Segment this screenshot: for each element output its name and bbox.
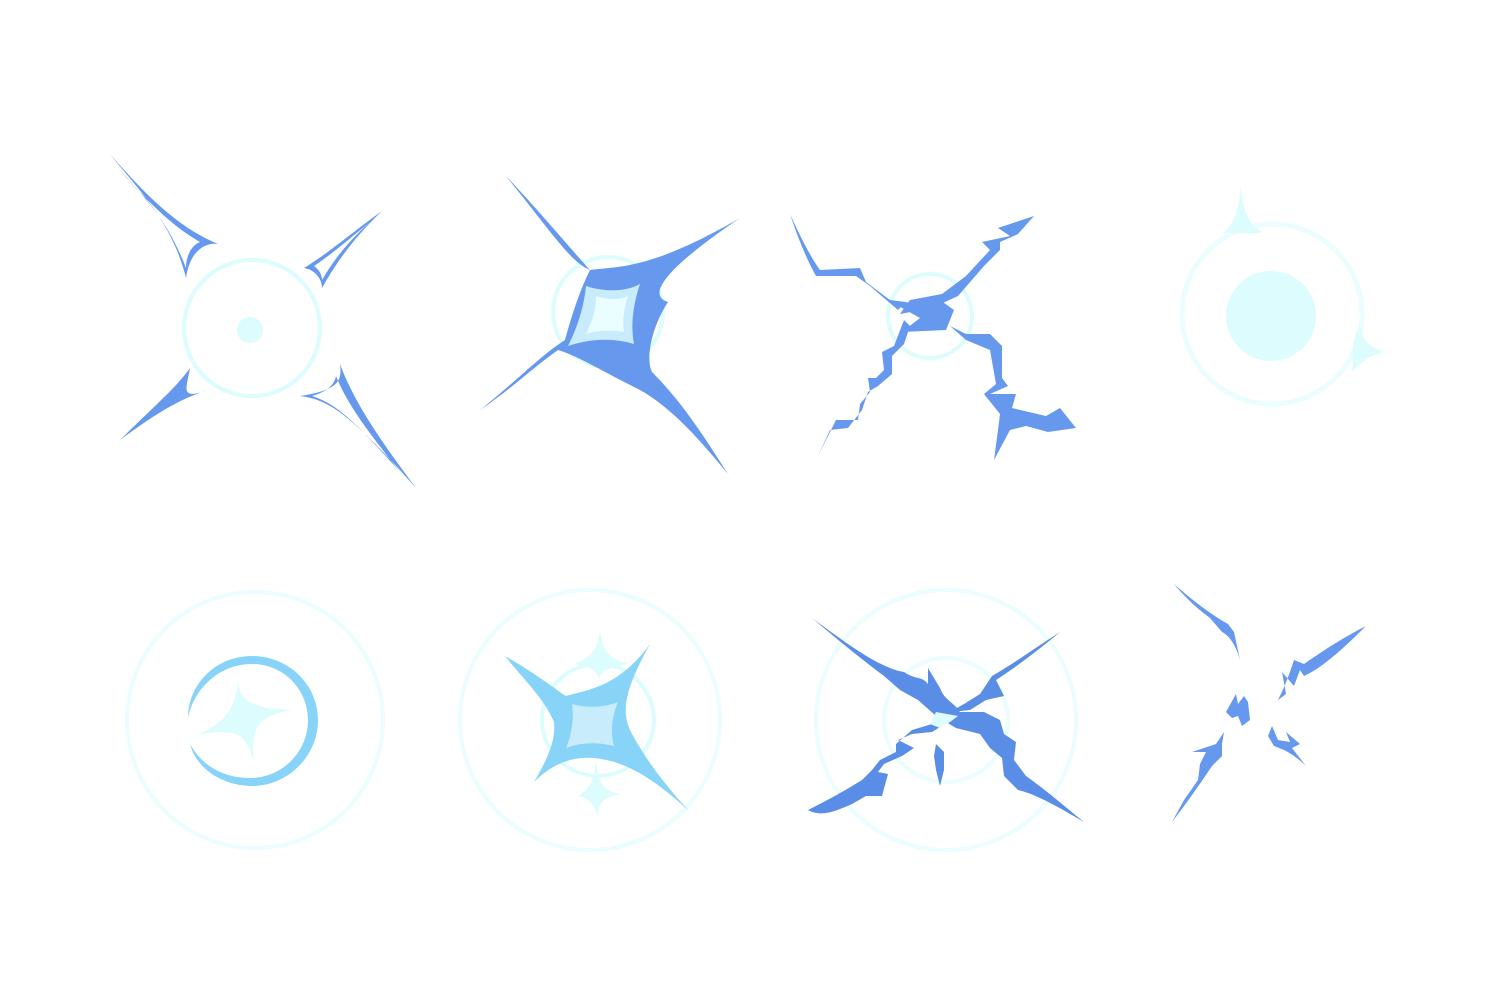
inner-ring — [882, 656, 1010, 784]
shard-top-left — [1174, 584, 1240, 660]
spark-burst-rays-with-ring — [110, 154, 416, 488]
star-core-inner — [586, 296, 628, 334]
star-core — [566, 702, 618, 748]
lightning-cross-burst — [790, 214, 1076, 460]
ring-outline — [886, 272, 974, 360]
glow-orb-with-halo — [1179, 186, 1384, 407]
bolt-core — [888, 300, 954, 332]
outer-halo — [125, 590, 385, 850]
scattered-shards — [1172, 584, 1366, 822]
four-point-star-flash — [480, 175, 740, 474]
shard-bottom-left — [1172, 732, 1224, 822]
ring-outline — [182, 258, 322, 398]
shard-mid-left — [1226, 694, 1250, 726]
slash-highlight — [930, 712, 958, 728]
ray-top-left — [110, 154, 218, 278]
halo-ring — [1179, 221, 1365, 407]
star-in-halo-rings — [458, 588, 722, 852]
bolt-top-left — [790, 214, 906, 310]
ray-bottom-right — [300, 364, 416, 488]
ray-top-right — [304, 211, 382, 288]
outer-halo — [458, 588, 722, 852]
orb-core — [1226, 271, 1316, 361]
spark-top — [1222, 186, 1262, 234]
bolt-bottom-right — [950, 326, 1076, 460]
twinkle-star — [200, 680, 292, 762]
shard-top-right — [1278, 626, 1366, 700]
ring-twinkle-star — [125, 590, 385, 850]
jagged-x-strike — [808, 588, 1084, 852]
ray-bottom-left — [120, 368, 208, 440]
bolt-top-right — [900, 216, 1034, 314]
shard-bottom-right — [1268, 726, 1306, 766]
bolt-bottom-left — [818, 320, 910, 456]
center-dot — [237, 317, 263, 343]
spark-top — [574, 628, 628, 680]
slash-spike — [934, 744, 944, 786]
spark-bottom — [578, 760, 620, 816]
outer-halo — [814, 588, 1078, 852]
spark-right — [1352, 326, 1384, 372]
